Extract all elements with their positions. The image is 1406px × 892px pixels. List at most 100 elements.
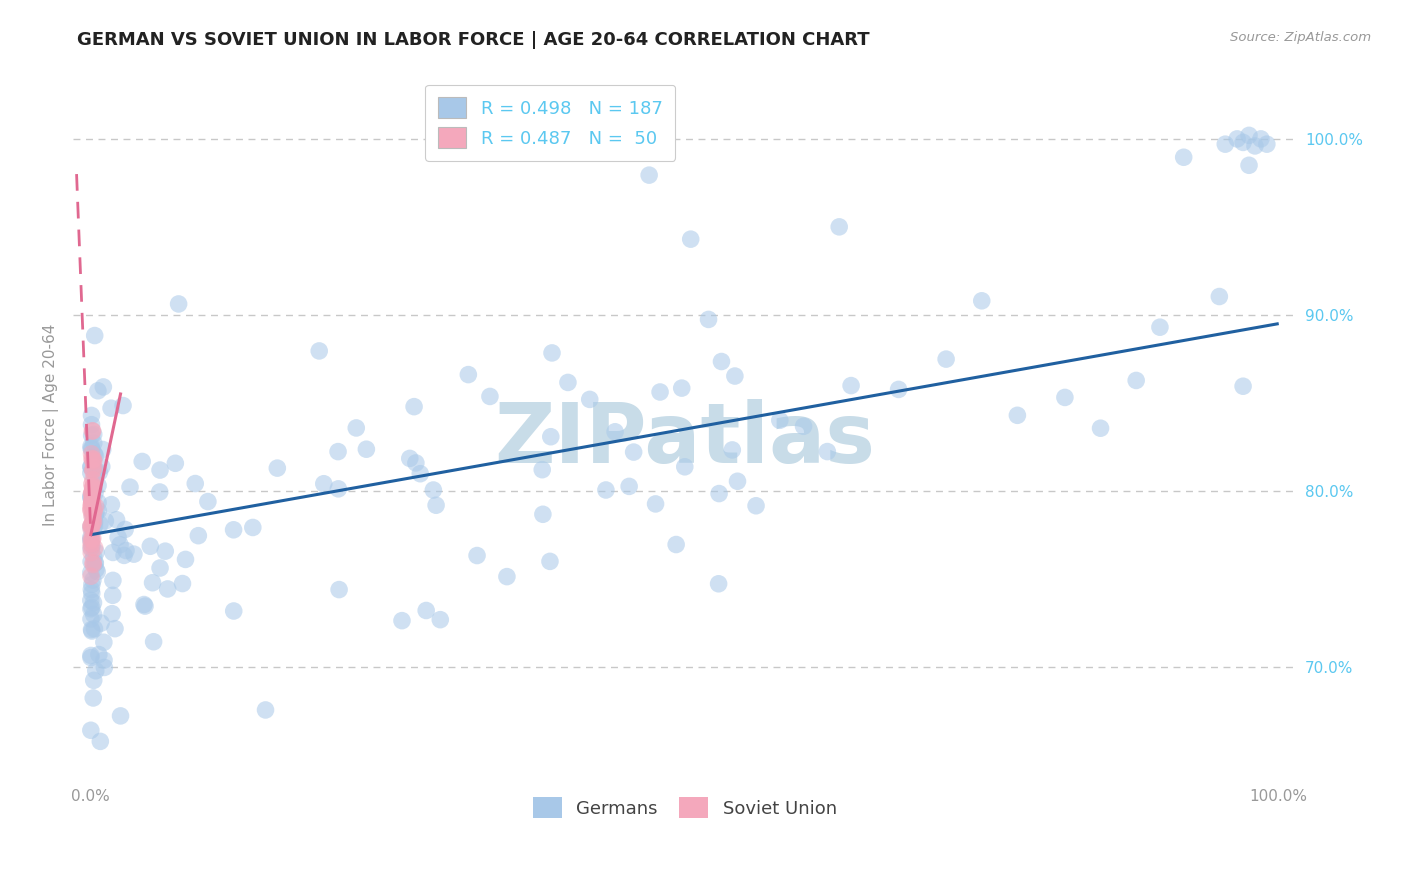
Point [82, 556, 104, 570]
Point [90, 459, 112, 474]
Point [538, 554, 561, 568]
Point [80, 533, 103, 548]
Point [172, 576, 194, 591]
Point [167, 297, 190, 311]
Point [721, 442, 744, 457]
Point [80, 495, 103, 509]
Point [80, 491, 103, 505]
Point [83, 454, 105, 468]
Point [80, 491, 103, 506]
Point [82, 479, 104, 493]
Point [82, 573, 104, 587]
Point [769, 413, 792, 427]
Point [82, 511, 104, 525]
Point [80, 502, 103, 516]
Point [82, 493, 104, 508]
Point [404, 400, 426, 414]
Point [131, 454, 153, 468]
Point [141, 575, 163, 590]
Point [1149, 320, 1171, 334]
Point [100, 498, 122, 512]
Point [80, 459, 103, 474]
Point [80, 536, 103, 550]
Point [108, 538, 131, 552]
Point [82, 482, 104, 496]
Point [84, 505, 107, 519]
Point [82, 473, 104, 487]
Point [80, 648, 103, 663]
Point [80, 494, 103, 508]
Point [82, 508, 104, 523]
Point [1226, 132, 1249, 146]
Point [80, 623, 103, 637]
Point [84, 664, 107, 678]
Point [115, 543, 138, 558]
Point [80, 546, 103, 560]
Point [87, 478, 110, 492]
Point [80, 723, 103, 738]
Point [105, 513, 128, 527]
Point [793, 419, 815, 434]
Point [80, 612, 103, 626]
Point [1125, 374, 1147, 388]
Point [83, 607, 105, 622]
Point [174, 552, 197, 566]
Point [80, 586, 103, 600]
Point [82, 453, 104, 467]
Point [80, 451, 103, 466]
Point [84, 500, 107, 514]
Point [80, 650, 103, 665]
Point [328, 482, 350, 496]
Point [82, 464, 104, 478]
Point [80, 442, 103, 457]
Point [80, 500, 103, 514]
Point [80, 530, 103, 544]
Point [184, 476, 207, 491]
Point [1256, 137, 1278, 152]
Point [82, 596, 104, 610]
Point [638, 168, 661, 182]
Point [266, 461, 288, 475]
Point [242, 520, 264, 534]
Point [409, 467, 432, 481]
Point [83, 515, 105, 529]
Point [1213, 137, 1236, 152]
Point [83, 328, 105, 343]
Point [80, 497, 103, 511]
Point [707, 486, 730, 500]
Point [82, 690, 104, 705]
Point [93, 660, 115, 674]
Point [80, 555, 103, 569]
Point [82, 558, 104, 572]
Point [80, 533, 103, 548]
Point [84, 562, 107, 576]
Point [93, 635, 115, 649]
Point [429, 613, 451, 627]
Point [101, 574, 124, 588]
Point [665, 537, 688, 551]
Point [83, 500, 105, 515]
Point [83, 470, 105, 484]
Point [80, 593, 103, 607]
Point [80, 504, 103, 518]
Point [326, 444, 349, 458]
Point [82, 522, 104, 536]
Point [887, 383, 910, 397]
Point [83, 447, 105, 461]
Point [83, 520, 105, 534]
Point [496, 569, 519, 583]
Point [87, 495, 110, 509]
Point [84, 556, 107, 570]
Point [83, 436, 105, 450]
Point [745, 499, 768, 513]
Point [531, 508, 554, 522]
Point [89, 465, 111, 479]
Point [93, 653, 115, 667]
Point [415, 603, 437, 617]
Point [165, 456, 187, 470]
Point [557, 376, 579, 390]
Point [83, 515, 105, 529]
Point [84, 507, 107, 521]
Point [187, 529, 209, 543]
Point [727, 475, 749, 489]
